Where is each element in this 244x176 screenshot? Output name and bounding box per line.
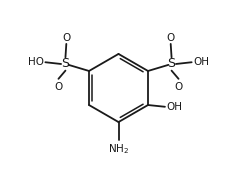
Text: O: O — [54, 82, 63, 92]
Text: S: S — [61, 58, 70, 71]
Text: OH: OH — [167, 102, 183, 112]
Text: O: O — [62, 33, 71, 43]
Text: S: S — [168, 58, 176, 71]
Text: NH$_2$: NH$_2$ — [108, 142, 129, 156]
Text: HO: HO — [28, 57, 44, 67]
Text: OH: OH — [193, 57, 209, 67]
Text: O: O — [167, 33, 175, 43]
Text: O: O — [174, 82, 183, 92]
